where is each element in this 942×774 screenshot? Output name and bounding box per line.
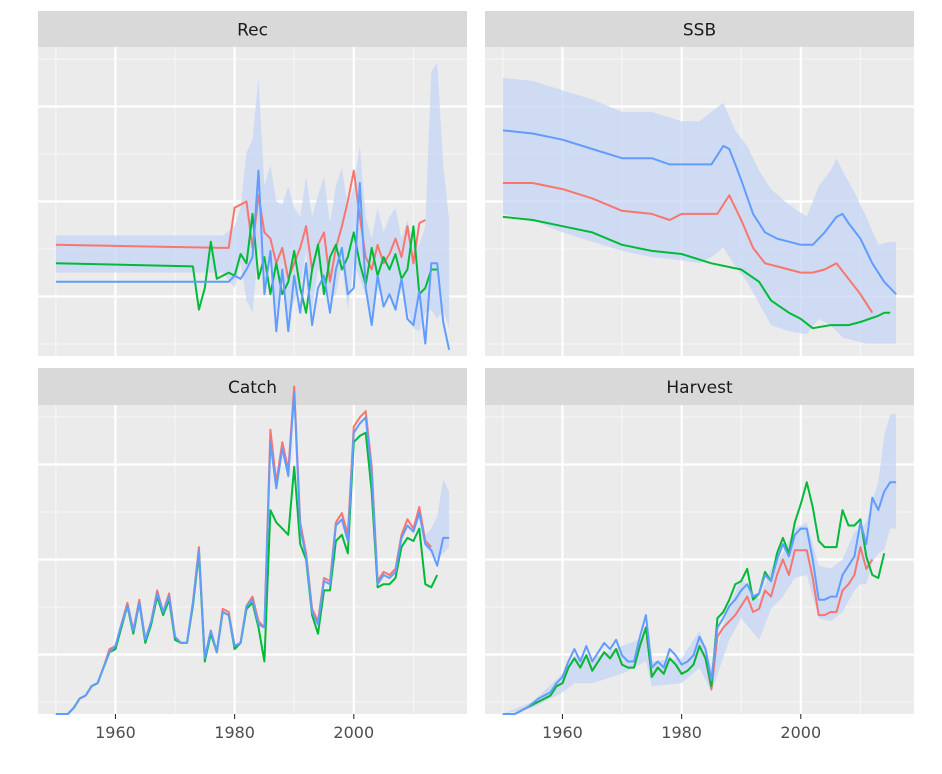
harvest-series-line-blue <box>502 481 897 715</box>
catch-x-tick-label: 1980 <box>214 723 255 742</box>
ssb-series-line-green <box>502 215 891 330</box>
catch-x-tick-label: 1960 <box>95 723 136 742</box>
panel-rec: Rec <box>38 11 467 356</box>
catch-series-line-blue <box>55 391 450 715</box>
rec-strip <box>38 11 467 47</box>
harvest-x-tick-label: 1960 <box>542 723 583 742</box>
rec-marks <box>55 62 451 351</box>
catch-strip <box>38 368 467 405</box>
ssb-marks <box>502 77 897 344</box>
catch-x-axis: 1960 1980 2000 <box>95 714 374 742</box>
harvest-strip <box>485 368 914 405</box>
harvest-series-line-green <box>502 481 886 715</box>
rec-series-line-green <box>55 212 438 314</box>
catch-x-tick-label: 2000 <box>333 723 374 742</box>
ssb-strip <box>485 11 914 47</box>
harvest-x-tick-label: 2000 <box>780 723 821 742</box>
harvest-x-axis: 1960 1980 2000 <box>542 714 821 742</box>
harvest-strip-title: Harvest <box>666 378 733 398</box>
panel-catch: Catch 1960 1980 2000 <box>38 368 467 742</box>
ssb-confidence-band <box>502 77 897 344</box>
rec-series-line-red <box>55 169 426 283</box>
catch-marks <box>55 385 450 715</box>
catch-strip-title: Catch <box>228 378 277 398</box>
panel-ssb: SSB <box>485 11 914 356</box>
ssb-series-line-blue <box>502 129 897 295</box>
harvest-marks <box>502 414 897 715</box>
harvest-x-tick-label: 1980 <box>661 723 702 742</box>
ssb-series-line-red <box>502 182 874 314</box>
harvest-confidence-band <box>502 414 897 714</box>
rec-confidence-band <box>55 62 450 332</box>
rec-strip-title: Rec <box>237 21 268 41</box>
panel-harvest: Harvest 1960 1980 2000 <box>485 368 914 742</box>
ssb-strip-title: SSB <box>683 21 716 41</box>
rec-series-line-blue <box>55 169 451 351</box>
